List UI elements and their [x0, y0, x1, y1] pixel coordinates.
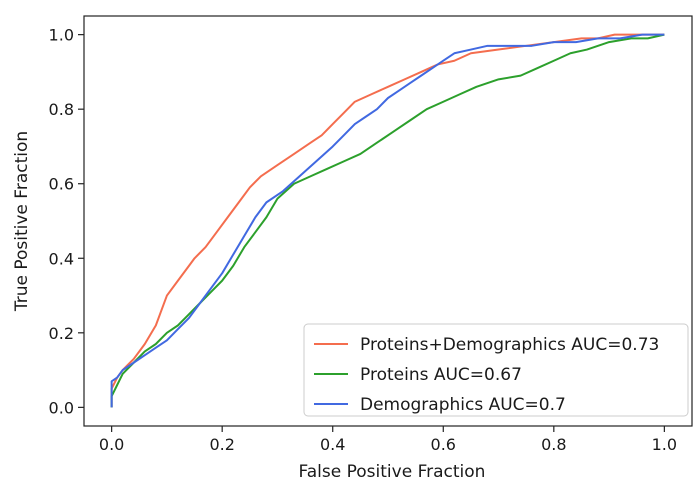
y-tick-label: 0.8: [49, 100, 74, 119]
x-tick-label: 1.0: [652, 435, 677, 454]
y-tick-label: 1.0: [49, 26, 74, 45]
legend-label-1: Proteins AUC=0.67: [360, 365, 522, 385]
x-tick-label: 0.0: [99, 435, 124, 454]
y-tick-label: 0.4: [49, 249, 74, 268]
legend-label-0: Proteins+Demographics AUC=0.73: [360, 335, 659, 355]
legend-label-2: Demographics AUC=0.7: [360, 395, 566, 415]
legend: Proteins+Demographics AUC=0.73 Proteins A…: [303, 323, 689, 417]
series-line-1: [110, 33, 665, 408]
x-axis-label: False Positive Fraction: [299, 462, 486, 482]
x-tick-label: 0.2: [209, 435, 234, 454]
x-tick-label: 0.8: [541, 435, 566, 454]
ticks-layer: 0.0 0.2 0.4 0.6 0.8 1.0 0.0 0.2 0.4 0.6 0.8 1.0: [49, 26, 678, 454]
x-tick-label: 0.6: [431, 435, 456, 454]
y-tick-label: 0.2: [49, 324, 74, 343]
y-axis-label: True Positive Fraction: [12, 131, 32, 312]
plot-frame: [83, 15, 693, 427]
series-layer: [110, 33, 665, 408]
y-tick-label: 0.0: [49, 398, 74, 417]
y-tick-label: 0.6: [49, 175, 74, 194]
legend-frame: [303, 323, 689, 417]
x-tick-label: 0.4: [320, 435, 345, 454]
series-line-2: [110, 33, 665, 408]
